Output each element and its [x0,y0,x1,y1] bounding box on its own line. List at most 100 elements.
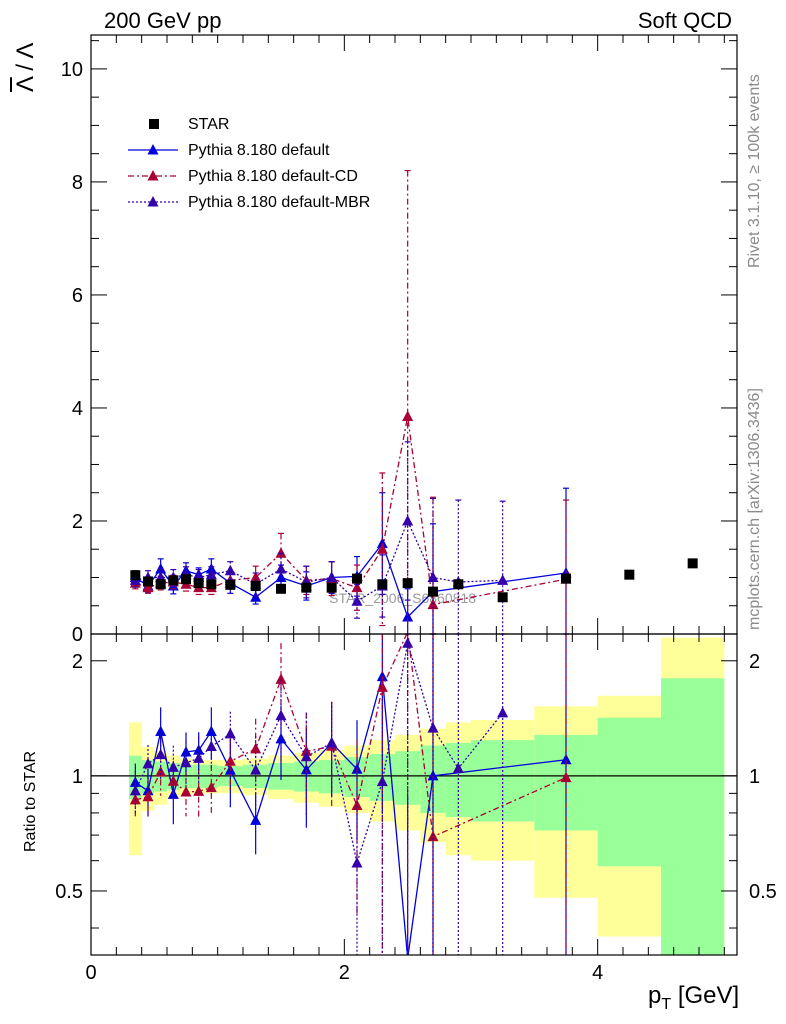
ratio-y-tick-label: 1 [72,766,83,788]
data-point [155,579,166,590]
marker [142,581,154,593]
data-point [561,573,571,584]
ratio-marker [224,755,236,766]
ratio-marker [300,750,312,762]
marker [427,571,439,582]
data-point [143,576,153,587]
marker [275,571,287,582]
marker [402,410,414,421]
y-tick-label: 6 [72,285,83,307]
ratio-y-tick-label-right: 1 [749,766,760,788]
marker [250,591,262,602]
data-point [624,569,635,580]
data-point [687,558,698,569]
y-tick-label: 4 [72,398,83,420]
ratio-panel-frame [90,633,738,956]
ratio-marker [180,786,192,797]
band-stat [597,717,661,867]
ratio-y-tick-label-right: 0.5 [749,881,777,903]
ratio-marker [180,756,192,768]
ratio-y-axis-label: Ratio to STAR [22,750,39,852]
ratio-y-tick-label: 2 [72,651,83,673]
series-line-ratio [134,643,504,866]
legend-marker-mbr [147,196,159,207]
header-right: Soft QCD [637,8,732,33]
ratio-marker [167,775,179,786]
y-axis-label-rest: / Λ [12,42,39,78]
data-point [181,574,191,585]
legend-label-cd: Pythia 8.180 default-CD [188,168,358,185]
mcplots-label: mcplots.cern.ch [arXiv:1306.3436] [746,388,763,630]
x-axis-label-unit: [GeV] [677,982,740,1009]
y-tick-label: 2 [72,511,83,533]
data-point [377,579,388,590]
x-axis-label-sub: T [661,995,672,1013]
ratio-y-tick-label-right: 2 [749,651,760,673]
legend-marker-cd [147,170,159,181]
ratio-marker [205,740,217,752]
ratio-marker [142,790,154,802]
ratio-marker [351,856,363,868]
x-axis-label: pT [GeV] [648,982,739,1014]
data-point [497,592,508,603]
ratio-marker [129,793,141,805]
band-stat [471,740,535,822]
ratio-marker [250,814,262,825]
series-ratio-group [129,634,509,955]
ratio-marker [402,637,414,648]
x-tick-label: 4 [592,962,603,984]
ratio-marker [193,785,205,796]
data-point [402,578,413,589]
data-point [276,583,286,594]
y-tick-label: 0 [72,624,83,646]
ratio-marker [497,706,509,718]
data-point [193,578,204,589]
analysis-watermark: STAR_2006_S6860818 [329,590,476,606]
ratio-marker [560,753,572,765]
ratio-marker [376,670,388,682]
marker [402,514,414,526]
ratio-marker [326,736,338,748]
legend-label-default: Pythia 8.180 default [188,142,330,159]
series-line-top [135,416,567,606]
marker [376,543,388,554]
marker [497,574,509,585]
marker [155,563,167,574]
ratio-marker [452,762,464,773]
x-tick-label: 2 [339,962,350,984]
legend-markers [128,119,178,207]
ratio-marker [193,752,205,763]
series-layer: STAR_2006_S6860818 [129,170,698,955]
data-point [130,570,141,581]
marker [402,611,414,622]
ratio-y-tick-label: 0.5 [55,881,83,903]
header-left: 200 GeV pp [104,8,222,33]
legend-label-star: STAR [188,116,230,133]
band-stat [661,678,725,955]
data-point [250,580,261,591]
ratio-marker [155,766,167,777]
legend-marker-default [147,144,159,155]
marker [224,564,236,576]
data-point [168,575,179,586]
series-mbr [129,441,509,955]
marker [376,537,388,549]
ratio-marker [224,727,236,739]
ratio-marker [155,748,167,760]
ratio-marker [155,725,167,736]
data-point [428,586,438,597]
uncertainty-bands [129,637,725,955]
data-point [326,582,337,593]
ratio-marker [129,776,141,787]
x-tick-label: 0 [85,962,96,984]
y-axis-label: Λ / Λ [12,42,39,92]
marker [205,568,217,580]
data-point [206,579,217,590]
marker [351,595,363,606]
legend-marker-star [149,119,159,129]
y-tick-label: 10 [61,59,83,81]
ratio-marker [167,761,179,772]
ratio-marker [275,709,287,721]
marker [351,581,363,593]
